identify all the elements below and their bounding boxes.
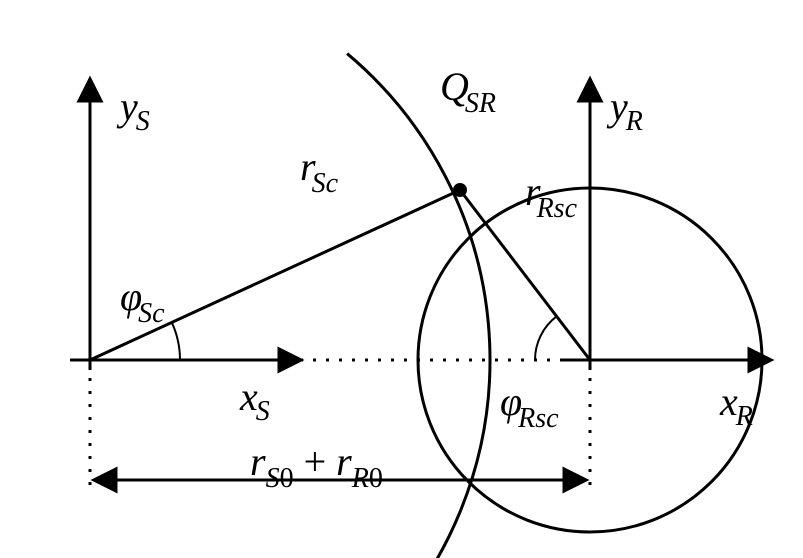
label-rRsc-sub: Rsc (536, 193, 578, 224)
geometry-diagram: yS xS yR xR QSR rSc rRsc φSc φRsc rS0 + … (0, 0, 803, 558)
label-dimension: rS0 + rR0 (250, 439, 383, 494)
label-r-Sc: rSc (300, 144, 339, 199)
label-y-S: yS (116, 84, 150, 137)
label-y-S-sub: S (136, 106, 150, 137)
label-x-R-sub: R (735, 401, 753, 432)
label-phiSc-sub: Sc (138, 298, 165, 329)
label-x-R: xR (719, 379, 753, 432)
label-y-R: yR (606, 84, 643, 137)
label-phiRsc-sub: Rsc (517, 403, 559, 434)
label-x-S: xS (239, 374, 270, 427)
label-y-R-main: y (606, 84, 628, 129)
label-Q-sub: SR (465, 88, 496, 119)
label-y-S-main: y (116, 84, 138, 129)
angle-arc-phi-Rsc (535, 316, 557, 360)
label-rSc-sub: Sc (312, 168, 339, 199)
label-r-Rsc: rRsc (525, 169, 578, 224)
label-phi-Sc: φSc (120, 274, 165, 329)
angle-arc-phi-Sc (172, 323, 180, 360)
label-phi-Rsc: φRsc (500, 379, 559, 434)
label-x-S-sub: S (256, 396, 270, 427)
label-y-R-sub: R (625, 106, 643, 137)
line-r-Sc (90, 190, 460, 360)
label-Q-SR: QSR (440, 64, 496, 119)
point-Q (453, 183, 467, 197)
